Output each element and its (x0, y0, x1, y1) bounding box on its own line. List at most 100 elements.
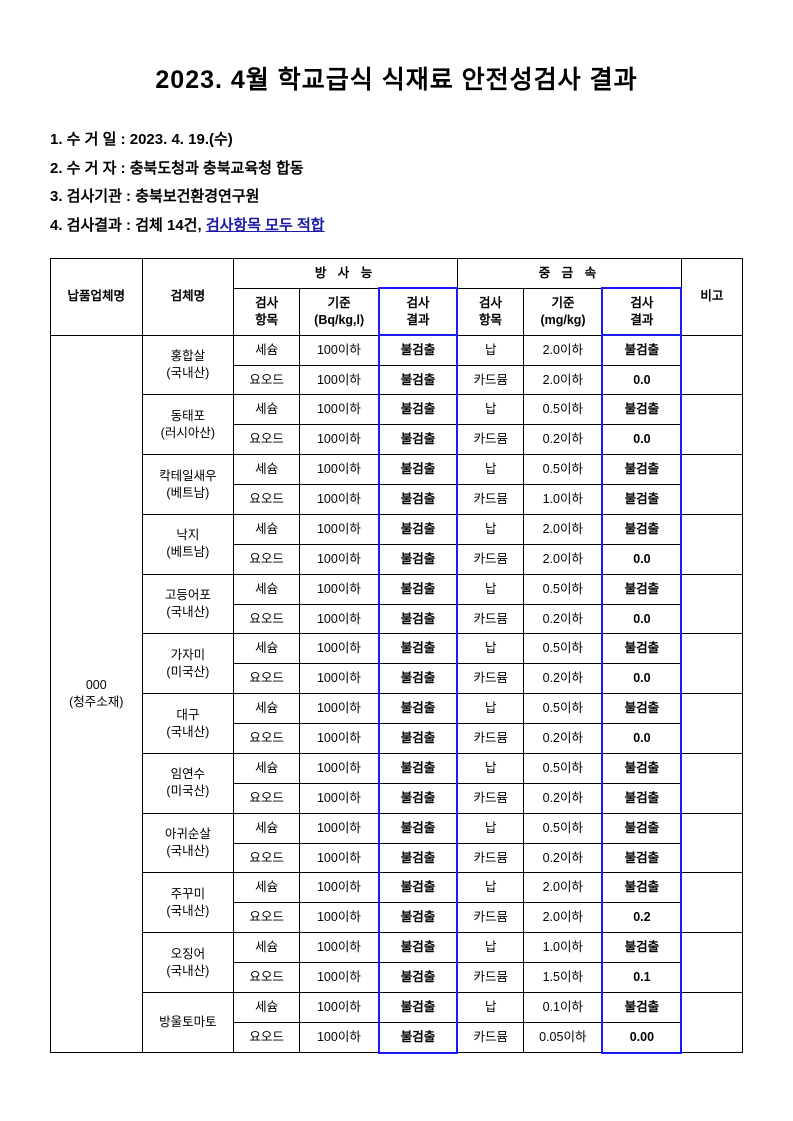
table-row: 가자미 (미국산)세슘100이하불검출납0.5이하불검출 (51, 634, 743, 664)
cell-metal-std: 0.5이하 (524, 634, 603, 664)
th-metal-result: 검사 결과 (602, 288, 681, 335)
cell-metal-std: 0.5이하 (524, 395, 603, 425)
table-body: 000 (청주소재)홍합살 (국내산)세슘100이하불검출납2.0이하불검출요오… (51, 335, 743, 1053)
cell-metal-item: 납 (457, 574, 523, 604)
cell-rad-item: 요오드 (234, 783, 300, 813)
cell-rad-std: 100이하 (300, 365, 379, 395)
cell-metal-item: 납 (457, 873, 523, 903)
cell-metal-item: 납 (457, 634, 523, 664)
meta-value: 2023. 4. 19.(수) (130, 131, 233, 148)
cell-metal-std: 0.2이하 (524, 664, 603, 694)
meta-row: 3. 검사기관 : 충북보건환경연구원 (50, 183, 743, 212)
cell-metal-item: 카드뮴 (457, 485, 523, 515)
cell-rad-item: 세슘 (234, 395, 300, 425)
cell-rad-item: 세슘 (234, 455, 300, 485)
cell-rad-std: 100이하 (300, 604, 379, 634)
cell-rad-item: 요오드 (234, 1022, 300, 1052)
cell-metal-item: 납 (457, 753, 523, 783)
cell-rad-std: 100이하 (300, 664, 379, 694)
meta-value-prefix: 검체 14건, (135, 217, 206, 234)
cell-rad-item: 세슘 (234, 992, 300, 1022)
cell-metal-item: 카드뮴 (457, 724, 523, 754)
cell-note (681, 933, 742, 993)
cell-rad-std: 100이하 (300, 843, 379, 873)
meta-label: 2. 수 거 자 : (50, 155, 126, 184)
cell-rad-item: 세슘 (234, 933, 300, 963)
cell-metal-std: 0.5이하 (524, 813, 603, 843)
meta-value-highlight: 검사항목 모두 적합 (206, 217, 325, 234)
cell-rad-std: 100이하 (300, 544, 379, 574)
cell-note (681, 634, 742, 694)
cell-metal-result: 불검출 (602, 335, 681, 365)
meta-row: 1. 수 거 일 : 2023. 4. 19.(수) (50, 126, 743, 155)
cell-rad-std: 100이하 (300, 992, 379, 1022)
th-metal-item: 검사 항목 (457, 288, 523, 335)
cell-metal-result: 불검출 (602, 992, 681, 1022)
cell-note (681, 873, 742, 933)
meta-row: 2. 수 거 자 : 충북도청과 충북교육청 합동 (50, 155, 743, 184)
meta-label: 1. 수 거 일 : (50, 126, 126, 155)
cell-rad-item: 요오드 (234, 843, 300, 873)
cell-rad-result: 불검출 (379, 724, 458, 754)
th-rad-result: 검사 결과 (379, 288, 458, 335)
cell-supplier: 000 (청주소재) (51, 335, 143, 1053)
cell-sample: 주꾸미 (국내산) (142, 873, 234, 933)
cell-metal-std: 2.0이하 (524, 873, 603, 903)
cell-note (681, 574, 742, 634)
cell-metal-result: 불검출 (602, 843, 681, 873)
cell-metal-item: 납 (457, 694, 523, 724)
cell-rad-std: 100이하 (300, 1022, 379, 1052)
cell-metal-std: 0.2이하 (524, 724, 603, 754)
cell-rad-std: 100이하 (300, 813, 379, 843)
cell-rad-result: 불검출 (379, 455, 458, 485)
page-title: 2023. 4월 학교급식 식재료 안전성검사 결과 (50, 60, 743, 96)
cell-metal-result: 0.2 (602, 903, 681, 933)
meta-label: 4. 검사결과 : (50, 212, 131, 241)
cell-sample: 홍합살 (국내산) (142, 335, 234, 395)
cell-metal-result: 불검출 (602, 395, 681, 425)
cell-rad-std: 100이하 (300, 963, 379, 993)
cell-metal-result: 불검출 (602, 783, 681, 813)
cell-rad-std: 100이하 (300, 485, 379, 515)
cell-metal-result: 불검출 (602, 933, 681, 963)
cell-rad-std: 100이하 (300, 395, 379, 425)
cell-metal-item: 카드뮴 (457, 365, 523, 395)
cell-rad-item: 요오드 (234, 365, 300, 395)
cell-metal-std: 1.0이하 (524, 485, 603, 515)
cell-metal-result: 0.0 (602, 724, 681, 754)
cell-metal-item: 카드뮴 (457, 664, 523, 694)
cell-rad-result: 불검출 (379, 873, 458, 903)
cell-metal-std: 0.1이하 (524, 992, 603, 1022)
cell-rad-result: 불검출 (379, 604, 458, 634)
cell-note (681, 992, 742, 1052)
cell-rad-result: 불검출 (379, 992, 458, 1022)
cell-metal-result: 0.0 (602, 604, 681, 634)
cell-metal-result: 0.0 (602, 664, 681, 694)
cell-metal-item: 카드뮴 (457, 604, 523, 634)
cell-rad-result: 불검출 (379, 485, 458, 515)
cell-rad-result: 불검출 (379, 664, 458, 694)
table-row: 방울토마토세슘100이하불검출납0.1이하불검출 (51, 992, 743, 1022)
cell-metal-std: 2.0이하 (524, 365, 603, 395)
cell-metal-result: 불검출 (602, 634, 681, 664)
cell-rad-result: 불검출 (379, 963, 458, 993)
cell-rad-std: 100이하 (300, 514, 379, 544)
cell-rad-result: 불검출 (379, 514, 458, 544)
table-row: 아귀순살 (국내산)세슘100이하불검출납0.5이하불검출 (51, 813, 743, 843)
cell-rad-item: 요오드 (234, 604, 300, 634)
cell-rad-result: 불검출 (379, 365, 458, 395)
table-row: 대구 (국내산)세슘100이하불검출납0.5이하불검출 (51, 694, 743, 724)
cell-rad-std: 100이하 (300, 574, 379, 604)
cell-rad-std: 100이하 (300, 783, 379, 813)
cell-metal-item: 카드뮴 (457, 783, 523, 813)
cell-sample: 아귀순살 (국내산) (142, 813, 234, 873)
cell-sample: 칵테일새우 (베트남) (142, 455, 234, 515)
cell-rad-result: 불검출 (379, 903, 458, 933)
cell-metal-item: 납 (457, 992, 523, 1022)
cell-metal-item: 납 (457, 933, 523, 963)
cell-rad-item: 세슘 (234, 873, 300, 903)
cell-rad-item: 요오드 (234, 903, 300, 933)
table-row: 칵테일새우 (베트남)세슘100이하불검출납0.5이하불검출 (51, 455, 743, 485)
cell-metal-result: 불검출 (602, 574, 681, 604)
table-row: 고등어포 (국내산)세슘100이하불검출납0.5이하불검출 (51, 574, 743, 604)
